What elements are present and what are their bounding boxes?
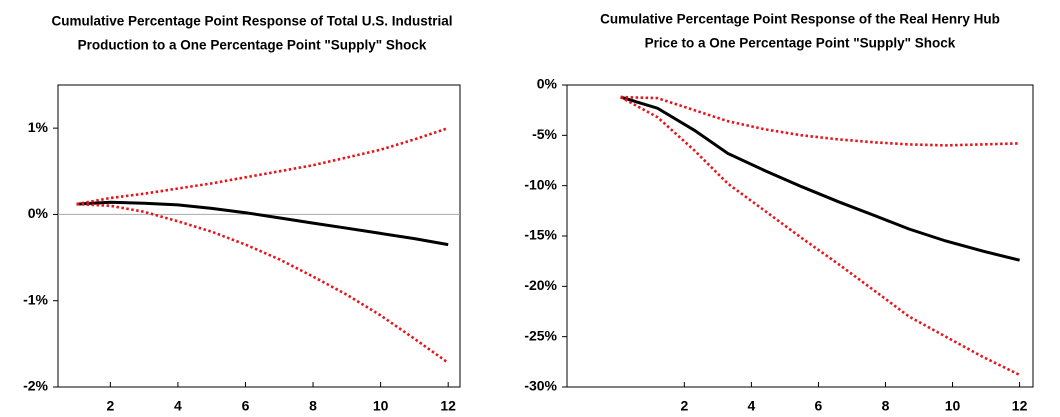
x-tick-label: 8: [309, 398, 317, 414]
x-tick-label: 4: [174, 398, 182, 414]
x-tick-label: 12: [1012, 398, 1028, 414]
y-tick-label: 0%: [537, 76, 558, 92]
chart-title: Cumulative Percentage Point Response of …: [600, 12, 1000, 27]
x-tick-label: 6: [815, 398, 823, 414]
x-tick-label: 2: [680, 398, 688, 414]
series-line: [76, 202, 449, 364]
plot-area: [57, 84, 461, 388]
x-tick-label: 2: [106, 398, 114, 414]
x-tick-label: 10: [373, 398, 389, 414]
y-tick-label: -5%: [532, 126, 557, 142]
x-tick-label: 12: [440, 398, 456, 414]
y-tick-label: -15%: [524, 227, 557, 243]
y-tick-label: -1%: [23, 291, 48, 307]
series-line: [76, 200, 449, 247]
chart-title: Price to a One Percentage Point "Supply"…: [645, 36, 956, 51]
plot-area: [566, 84, 1034, 388]
chart-title: Production to a One Percentage Point "Su…: [78, 38, 427, 53]
x-tick-label: 10: [945, 398, 961, 414]
chart-title: Cumulative Percentage Point Response of …: [51, 14, 452, 29]
x-tick-label: 6: [242, 398, 250, 414]
y-tick-label: -20%: [524, 277, 557, 293]
series-line: [619, 95, 1021, 377]
y-tick-label: 0%: [28, 205, 49, 221]
y-tick-label: 1%: [28, 119, 49, 135]
x-tick-label: 8: [882, 398, 890, 414]
series-line: [620, 95, 1020, 262]
x-tick-label: 4: [747, 398, 755, 414]
series-line: [620, 95, 1020, 147]
y-tick-label: -2%: [23, 378, 48, 394]
series-line: [76, 126, 449, 206]
y-tick-label: -30%: [524, 378, 557, 394]
y-tick-label: -10%: [524, 176, 557, 192]
y-tick-label: -25%: [524, 327, 557, 343]
